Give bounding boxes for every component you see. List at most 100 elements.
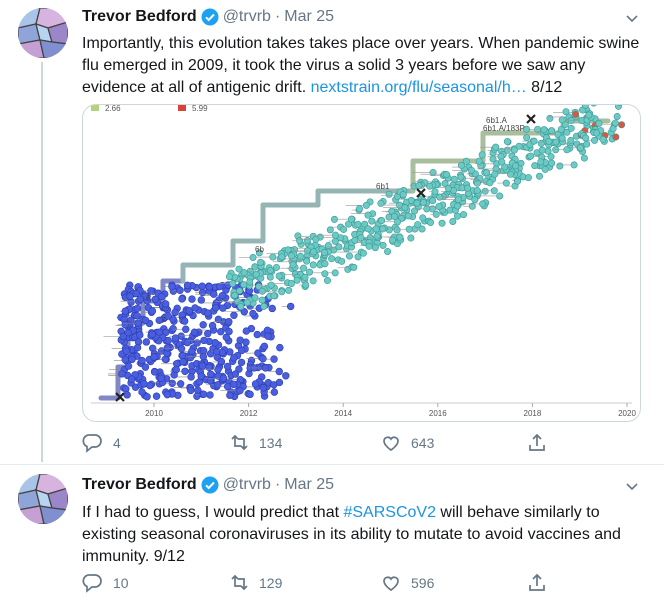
likes-count: 596 [411,575,435,591]
x-marker [526,114,536,124]
tree-tip [254,349,262,357]
tree-tip [240,269,248,277]
tree-tip [454,196,462,204]
tree-tip [426,182,434,190]
tweet-date[interactable]: Mar 25 [284,476,335,493]
tree-tip [390,213,398,221]
tree-tip [148,330,156,339]
tree-tip [473,187,481,195]
tree-tip [258,287,266,295]
tree-tip [364,211,372,219]
tree-tip [141,316,150,325]
tree-tip [258,296,266,304]
tree-tip [286,302,295,311]
tree-tip [582,134,590,142]
retweets-button[interactable] [228,572,250,594]
author-handle[interactable]: @trvrb [222,476,271,493]
tree-tip [460,211,468,219]
tree-tip [512,162,520,170]
tree-tip [441,180,449,188]
avatar[interactable] [18,474,68,524]
tree-tip [188,295,196,303]
tree-tip [158,292,166,301]
tree-tip [237,346,246,355]
tree-tip [171,334,180,342]
avatar[interactable] [18,8,68,58]
author-name[interactable]: Trevor Bedford [82,8,197,25]
tree-tip [218,291,227,300]
tree-tip [609,125,617,133]
tree-tip [249,309,257,318]
author-name[interactable]: Trevor Bedford [82,476,197,493]
tree-tip [187,373,195,381]
tree-tip [289,261,297,269]
x-tick-label: 2016 [429,409,447,418]
tree-tip [524,174,532,182]
tree-tip [230,354,238,362]
tree-tip [136,331,144,339]
tree-tip [309,261,317,269]
link[interactable]: nextstrain.org/flu/seasonal/h… [310,79,527,96]
hashtag[interactable]: #SARSCoV2 [343,504,436,521]
retweets-button[interactable] [228,432,250,454]
text: will behave similarly to existing season… [82,504,621,565]
action-bar: 4 134 643 [82,432,562,454]
tree-tip [427,219,435,227]
tree-tip [453,212,461,220]
author-handle[interactable]: @trvrb [222,8,271,25]
tree-tip [378,217,386,225]
tree-tip [208,321,217,330]
tweet-date[interactable]: Mar 25 [284,8,335,25]
tree-tip [475,157,483,165]
likes-button[interactable] [380,572,402,594]
tree-tip [492,143,500,151]
replies-button[interactable] [82,432,104,454]
tree-tip [536,172,544,180]
tree-tip [199,390,208,398]
tree-tip [118,370,126,378]
tree-tip [121,307,129,315]
tree-tip [193,339,201,347]
tree-tip [133,343,142,352]
tree-tip [126,292,134,300]
tree-tip [556,162,564,170]
tree-tip [179,358,187,366]
tree-tip [418,225,426,233]
tree-tip [567,136,575,144]
tree-tip [371,244,379,252]
tree-tip [188,347,196,356]
tree-tip [243,298,251,306]
tree-tip [593,129,601,137]
tree-tip [219,304,227,312]
tree-tip [534,125,542,133]
share-button[interactable] [526,432,548,454]
tree-tip [155,328,163,336]
tree-tip [214,381,222,389]
tree-tip [351,236,359,244]
tree-tip [214,315,223,324]
tree-tip [246,278,254,286]
tree-tip [506,170,514,178]
tree-tip [530,137,538,145]
tree-tip [350,263,358,271]
tweet-image[interactable]: 2.66 5.99 6b1.A/183P 6b1.A 6b1 6b 6 7 2010 2012… [82,104,641,422]
tree-tip [230,311,238,319]
x-tick-label: 2014 [334,409,352,418]
tree-tip [309,277,317,285]
legend-label: 2.66 [105,105,121,113]
tree-tip [157,374,165,382]
likes-count: 643 [411,435,435,451]
tree-tip [142,338,151,346]
tree-tip [354,220,362,228]
likes-button[interactable] [380,432,402,454]
more-menu[interactable] [624,478,640,494]
more-menu[interactable] [624,10,640,26]
replies-button[interactable] [82,572,104,594]
share-button[interactable] [526,572,548,594]
tree-tip [121,321,129,329]
tree-tip [205,283,213,291]
tree-tip [373,232,381,240]
tree-tip [275,367,283,376]
tree-tip [326,226,334,234]
tree-tip [450,175,458,183]
